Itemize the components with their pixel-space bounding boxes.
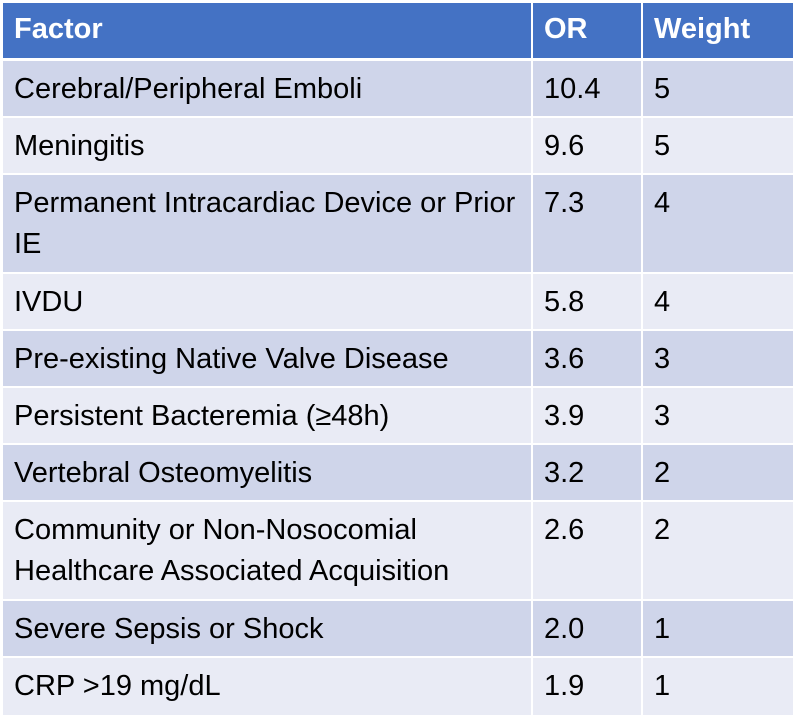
factor-cell: Persistent Bacteremia (≥48h)	[3, 388, 533, 445]
table-row: Meningitis 9.6 5	[3, 118, 793, 175]
risk-factor-table: Factor OR Weight Cerebral/Peripheral Emb…	[3, 3, 793, 715]
weight-cell: 2	[643, 502, 793, 601]
header-weight: Weight	[643, 3, 793, 61]
factor-cell: Meningitis	[3, 118, 533, 175]
weight-cell: 3	[643, 388, 793, 445]
table-row: Community or Non-Nosocomial Healthcare A…	[3, 502, 793, 601]
or-cell: 3.6	[533, 331, 643, 388]
or-cell: 5.8	[533, 274, 643, 331]
weight-cell: 4	[643, 274, 793, 331]
factor-cell: Vertebral Osteomyelitis	[3, 445, 533, 502]
weight-cell: 5	[643, 118, 793, 175]
or-cell: 7.3	[533, 175, 643, 274]
weight-cell: 1	[643, 658, 793, 715]
factor-cell: Cerebral/Peripheral Emboli	[3, 61, 533, 118]
or-cell: 2.0	[533, 601, 643, 658]
weight-cell: 5	[643, 61, 793, 118]
table-header-row: Factor OR Weight	[3, 3, 793, 61]
table-row: IVDU 5.8 4	[3, 274, 793, 331]
or-cell: 3.2	[533, 445, 643, 502]
table-row: Permanent Intracardiac Device or Prior I…	[3, 175, 793, 274]
weight-cell: 3	[643, 331, 793, 388]
table-row: Cerebral/Peripheral Emboli 10.4 5	[3, 61, 793, 118]
or-cell: 10.4	[533, 61, 643, 118]
weight-cell: 4	[643, 175, 793, 274]
or-cell: 9.6	[533, 118, 643, 175]
weight-cell: 1	[643, 601, 793, 658]
table-row: Persistent Bacteremia (≥48h) 3.9 3	[3, 388, 793, 445]
header-factor: Factor	[3, 3, 533, 61]
factor-cell: CRP >19 mg/dL	[3, 658, 533, 715]
table-row: Vertebral Osteomyelitis 3.2 2	[3, 445, 793, 502]
factor-cell: Permanent Intracardiac Device or Prior I…	[3, 175, 533, 274]
header-or: OR	[533, 3, 643, 61]
table-row: Severe Sepsis or Shock 2.0 1	[3, 601, 793, 658]
factor-cell: Severe Sepsis or Shock	[3, 601, 533, 658]
or-cell: 2.6	[533, 502, 643, 601]
table-row: Pre-existing Native Valve Disease 3.6 3	[3, 331, 793, 388]
table-row: CRP >19 mg/dL 1.9 1	[3, 658, 793, 715]
factor-cell: Pre-existing Native Valve Disease	[3, 331, 533, 388]
weight-cell: 2	[643, 445, 793, 502]
or-cell: 1.9	[533, 658, 643, 715]
factor-cell: IVDU	[3, 274, 533, 331]
or-cell: 3.9	[533, 388, 643, 445]
factor-cell: Community or Non-Nosocomial Healthcare A…	[3, 502, 533, 601]
